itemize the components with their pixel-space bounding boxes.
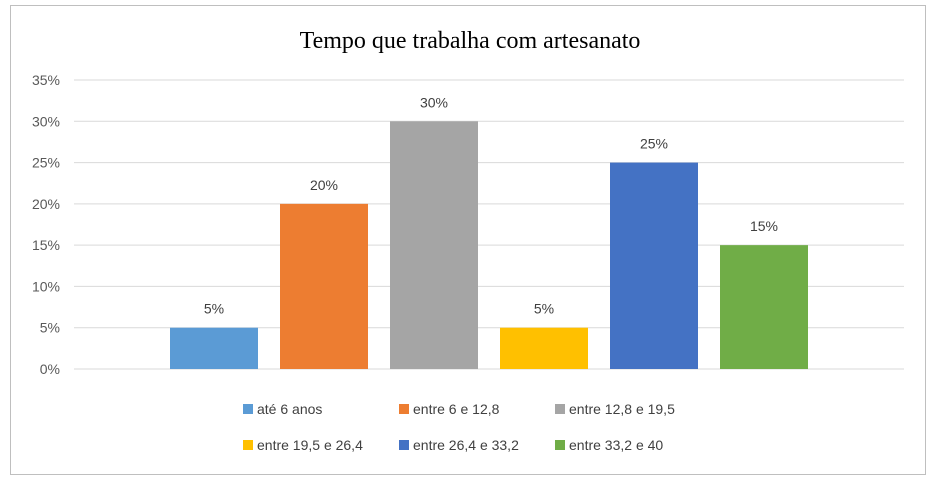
y-tick-label: 0% [40,361,60,377]
bar [610,162,698,369]
chart-title: Tempo que trabalha com artesanato [300,28,641,54]
data-label: 30% [420,94,448,110]
legend-label: entre 6 e 12,8 [413,401,500,417]
legend: até 6 anos entre 6 e 12,8 entre 12,8 e 19,… [243,401,675,453]
legend-label: entre 12,8 e 19,5 [569,401,675,417]
legend-label: até 6 anos [257,401,322,417]
bar [720,245,808,369]
bars [170,121,808,370]
y-tick-label: 15% [32,237,60,253]
data-label: 25% [640,136,668,152]
legend-swatch [555,404,565,414]
y-tick-label: 5% [40,320,60,336]
y-tick-label: 20% [32,196,60,212]
data-label: 5% [204,301,224,317]
y-tick-label: 35% [32,72,60,88]
legend-label: entre 33,2 e 40 [569,437,663,453]
legend-label: entre 19,5 e 26,4 [257,437,363,453]
legend-swatch [243,440,253,450]
data-label: 5% [534,301,554,317]
y-tick-label: 25% [32,155,60,171]
data-labels: 5% 20% 30% 5% 25% 15% [204,94,778,316]
data-label: 15% [750,218,778,234]
legend-swatch [243,404,253,414]
bar [390,121,478,370]
legend-swatch [399,404,409,414]
legend-swatch [399,440,409,450]
bar [280,203,368,369]
legend-label: entre 26,4 e 33,2 [413,437,519,453]
y-tick-label: 30% [32,113,60,129]
data-label: 20% [310,177,338,193]
y-tick-label: 10% [32,278,60,294]
bar [170,327,258,369]
legend-swatch [555,440,565,450]
bar [500,327,588,369]
y-axis-ticks: 0% 5% 10% 15% 20% 25% 30% 35% [32,72,60,377]
